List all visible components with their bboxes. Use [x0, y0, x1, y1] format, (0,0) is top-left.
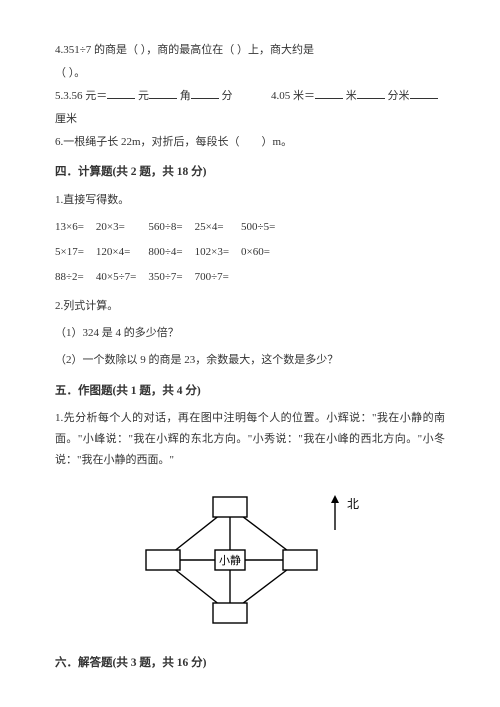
blank — [357, 87, 385, 99]
blank — [149, 87, 177, 99]
center-label: 小静 — [219, 553, 241, 567]
text: （ — [55, 67, 66, 79]
cell: 20×3= — [96, 215, 148, 240]
section-5-title: 五．作图题(共 1 题，共 4 分) — [55, 381, 445, 403]
text: 角 — [180, 90, 191, 102]
node-bottom — [213, 603, 247, 623]
section-4-item2: （2）一个数除以 9 的商是 23，余数最大，这个数是多少？ — [55, 350, 445, 371]
text: 5.3.56 元＝ — [55, 90, 107, 102]
node-top — [213, 497, 247, 517]
table-row: 5×17= 120×4= 800÷4= 102×3= 0×60= — [55, 240, 287, 265]
question-6: 6.一根绳子长 22m，对折后，每段长（ ）m。 — [55, 132, 445, 153]
cell: 560÷8= — [148, 215, 194, 240]
cell: 88÷2= — [55, 265, 96, 290]
section-4-sub2: 2.列式计算。 — [55, 296, 445, 317]
question-4: 4.351÷7 的商是（ ），商的最高位在（ ）上，商大约是 — [55, 40, 445, 61]
section-4-title: 四．计算题(共 2 题，共 18 分) — [55, 162, 445, 184]
cell: 40×5÷7= — [96, 265, 148, 290]
diagram-wrap: 小静 北 — [55, 485, 445, 643]
text: 分米 — [388, 90, 410, 102]
cell: 25×4= — [195, 215, 241, 240]
text: 元 — [138, 90, 149, 102]
cell: 13×6= — [55, 215, 96, 240]
text: 厘米 — [55, 113, 77, 125]
text: 米 — [346, 90, 357, 102]
cell: 120×4= — [96, 240, 148, 265]
cell: 500÷5= — [241, 215, 287, 240]
cell: 0×60= — [241, 240, 287, 265]
text: 4.05 米＝ — [271, 90, 315, 102]
section-6-title: 六．解答题(共 3 题，共 16 分) — [55, 653, 445, 675]
question-5-line2: 厘米 — [55, 109, 445, 130]
north-label: 北 — [347, 497, 359, 511]
node-right — [283, 550, 317, 570]
blank — [191, 87, 219, 99]
cell: 102×3= — [195, 240, 241, 265]
cell: 350÷7= — [148, 265, 194, 290]
text: ）上，商大约是 — [237, 44, 314, 56]
blank — [315, 87, 343, 99]
section-5-para: 1.先分析每个人的对话，再在图中注明每个人的位置。小辉说："我在小静的南面。"小… — [55, 408, 445, 471]
section-4-sub1: 1.直接写得数。 — [55, 190, 445, 211]
question-5: 5.3.56 元＝ 元 角 分 4.05 米＝ 米 分米 — [55, 86, 445, 107]
cell: 700÷7= — [195, 265, 241, 290]
text: 4.351÷7 的商是（ — [55, 44, 138, 56]
cell: 800÷4= — [148, 240, 194, 265]
table-row: 13×6= 20×3= 560÷8= 25×4= 500÷5= — [55, 215, 287, 240]
gap — [235, 90, 268, 102]
position-diagram: 小静 北 — [135, 485, 365, 635]
table-row: 88÷2= 40×5÷7= 350÷7= 700÷7= — [55, 265, 287, 290]
question-4-line2: （ ）。 — [55, 63, 445, 84]
cell: 5×17= — [55, 240, 96, 265]
text: ），商的最高位在（ — [141, 44, 235, 56]
node-left — [146, 550, 180, 570]
text: ）。 — [69, 67, 86, 79]
calc-table: 13×6= 20×3= 560÷8= 25×4= 500÷5= 5×17= 12… — [55, 215, 287, 290]
section-4-item1: （1）324 是 4 的多少倍？ — [55, 323, 445, 344]
north-arrow-head — [331, 495, 339, 503]
text: 6.一根绳子长 22m，对折后，每段长（ ）m。 — [55, 136, 292, 148]
text: 分 — [222, 90, 233, 102]
blank — [107, 87, 135, 99]
cell — [241, 265, 287, 290]
blank — [410, 87, 438, 99]
